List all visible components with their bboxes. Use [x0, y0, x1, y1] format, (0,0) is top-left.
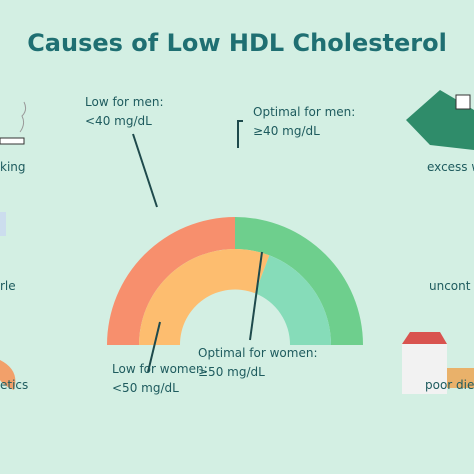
icon-dna	[0, 360, 16, 390]
cause-label: king	[0, 160, 26, 174]
icon-food	[447, 368, 474, 388]
cause-label: rle	[0, 279, 16, 293]
cause-label: etics	[0, 378, 28, 392]
pointer-optimal-men	[237, 120, 243, 148]
cause-label: excess w	[427, 160, 474, 174]
label-title: Optimal for women:	[198, 346, 317, 360]
gauge-optimal-women	[255, 255, 331, 345]
pointer-low-women	[147, 321, 161, 373]
gauge-low-women	[139, 249, 270, 345]
gauge-optimal-men	[235, 217, 363, 345]
pointer-optimal-women	[249, 251, 263, 341]
pointers	[132, 120, 263, 373]
label-value: <40 mg/dL	[85, 114, 152, 128]
label-value: <50 mg/dL	[112, 381, 179, 395]
icon-scale-dial	[455, 94, 471, 110]
label-title: Low for men:	[85, 95, 163, 109]
label-title: Optimal for men:	[253, 105, 355, 119]
label-value: ≥50 mg/dL	[198, 365, 265, 379]
icon-milk-top	[402, 332, 447, 344]
icon-smoke	[19, 101, 27, 133]
pointer-low-men	[132, 133, 158, 208]
gauge-low-men	[107, 217, 235, 345]
title: Causes of Low HDL Cholesterol	[27, 29, 447, 57]
label-value: ≥40 mg/dL	[253, 124, 320, 138]
gauge	[107, 217, 363, 345]
cause-label: uncont	[429, 279, 471, 293]
icon-cigarette	[0, 137, 25, 145]
label-title: Low for women:	[112, 362, 208, 376]
icons	[0, 90, 474, 394]
cause-label: poor die	[425, 378, 474, 392]
icon-couch	[0, 212, 6, 236]
icon-milk	[402, 344, 447, 394]
